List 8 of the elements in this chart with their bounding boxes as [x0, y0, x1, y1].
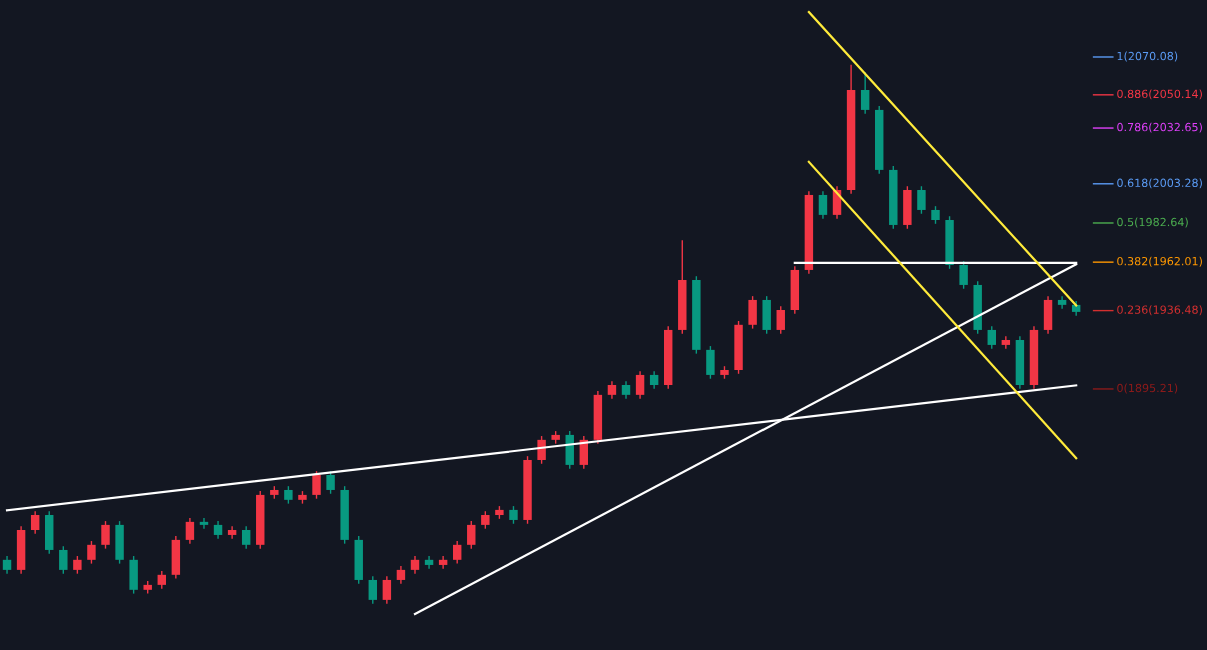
ref-line-label: 0.618(2003.28) — [1117, 178, 1202, 189]
ref-line-label: 0.886(2050.14) — [1117, 89, 1202, 100]
ref-line-label: 0.786(2032.65) — [1117, 122, 1202, 133]
ref-line-label: 0(1895.21) — [1117, 383, 1178, 394]
ref-line-label: 0.382(1962.01) — [1117, 256, 1202, 267]
ref-line-label: 0.5(1982.64) — [1117, 217, 1188, 228]
ref-line-label: 0.236(1936.48) — [1117, 305, 1202, 316]
ref-line-label: 1(2070.08) — [1117, 51, 1178, 62]
